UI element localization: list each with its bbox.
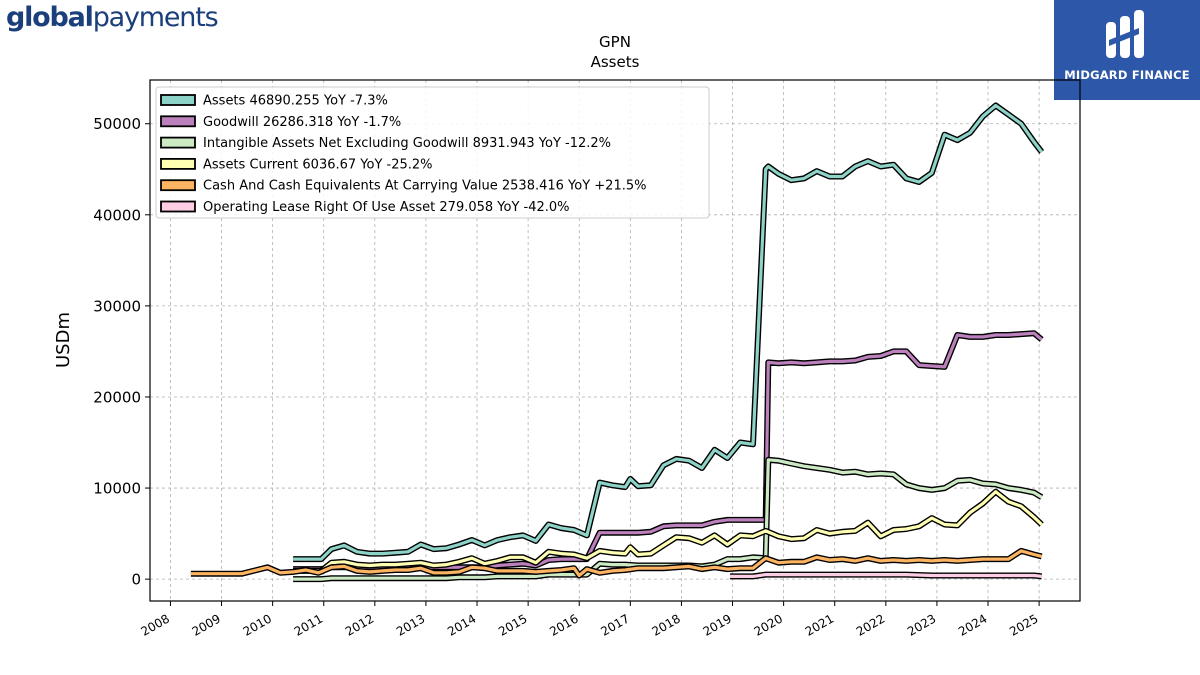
legend-swatch xyxy=(160,200,196,213)
x-tick-label: 2008 xyxy=(138,611,171,638)
chart-title: GPN xyxy=(599,33,631,51)
legend-label: Assets 46890.255 YoY -7.3% xyxy=(203,94,388,109)
x-tick-label: 2013 xyxy=(394,611,427,638)
midgard-emblem-icon xyxy=(1106,10,1144,58)
series-outline-goodwill xyxy=(293,330,1044,573)
legend-swatch xyxy=(160,94,196,106)
midgard-brand-text: MIDGARD FINANCE xyxy=(1064,68,1190,82)
x-tick-label: 2017 xyxy=(598,611,631,638)
x-tick-label: 2012 xyxy=(343,611,376,638)
x-tick-label: 2022 xyxy=(854,611,887,638)
x-tick-label: 2024 xyxy=(956,611,989,638)
legend-swatch xyxy=(160,179,196,192)
legend-box xyxy=(155,86,710,219)
y-tick-label: 10000 xyxy=(93,480,141,498)
x-tick-label: 2015 xyxy=(496,611,529,638)
x-tick-label: 2009 xyxy=(190,611,223,638)
global-payments-logo: globalpayments xyxy=(6,2,219,33)
series-line-operating-lease-right-of-use-asset xyxy=(730,573,1042,578)
logo-text-regular: payments xyxy=(92,2,219,33)
legend-label: Operating Lease Right Of Use Asset 279.0… xyxy=(203,200,570,215)
midgard-finance-logo: MIDGARD FINANCE xyxy=(1054,0,1200,100)
y-tick-label: 50000 xyxy=(93,115,141,133)
legend-label: Cash And Cash Equivalents At Carrying Va… xyxy=(203,179,646,194)
legend-label: Assets Current 6036.67 YoY -25.2% xyxy=(203,157,433,172)
legend-label: Goodwill 26286.318 YoY -1.7% xyxy=(203,115,401,130)
x-tick-label: 2016 xyxy=(547,611,580,638)
series-line-assets xyxy=(293,103,1043,561)
x-tick-label: 2010 xyxy=(241,611,274,638)
legend-swatch xyxy=(160,136,196,149)
chart-subtitle: Assets xyxy=(591,53,640,71)
y-tick-label: 30000 xyxy=(93,297,141,315)
y-tick-label: 0 xyxy=(131,571,141,589)
x-tick-label: 2014 xyxy=(445,611,478,638)
x-tick-label: 2011 xyxy=(292,611,325,638)
series-layer xyxy=(190,102,1045,583)
x-tick-label: 2020 xyxy=(752,611,785,638)
legend-swatch xyxy=(160,115,196,128)
plot-frame xyxy=(149,79,1081,602)
x-tick-label: 2019 xyxy=(701,611,734,638)
x-tick-label: 2021 xyxy=(803,611,836,638)
x-tick-label: 2023 xyxy=(905,611,938,638)
legend: Assets 46890.255 YoY -7.3% Goodwill 26286… xyxy=(155,86,710,219)
y-tick-label: 40000 xyxy=(93,206,141,224)
y-tick-label: 20000 xyxy=(93,388,141,406)
series-line-cash-and-cash-equivalents-at-carrying-value xyxy=(190,549,1043,578)
legend-label: Intangible Assets Net Excluding Goodwill… xyxy=(203,136,611,151)
x-tick-label: 2018 xyxy=(649,611,682,638)
legend-swatch xyxy=(160,157,196,170)
x-tick-label: 2025 xyxy=(1007,611,1040,638)
logo-text-bold: global xyxy=(6,2,94,33)
y-axis-label: USDm xyxy=(53,312,74,368)
series-line-assets-current xyxy=(293,490,1043,573)
